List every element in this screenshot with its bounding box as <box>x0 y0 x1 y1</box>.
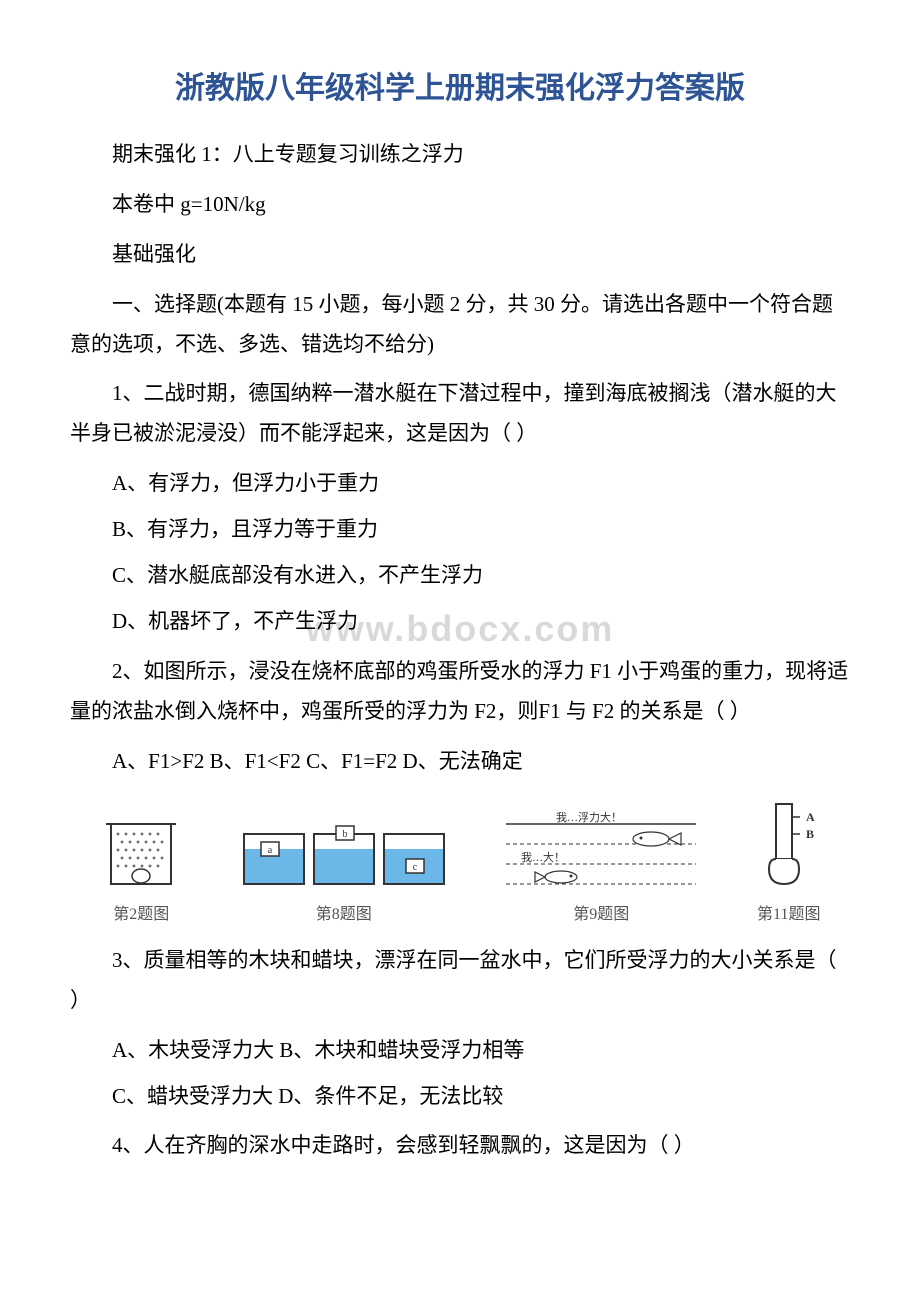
question-1: 1、二战时期，德国纳粹一潜水艇在下潜过程中，撞到海底被搁浅（潜水艇的大半身已被淤… <box>70 374 850 454</box>
question-4: 4、人在齐胸的深水中走路时，会感到轻飘飘的，这是因为（ ） <box>70 1126 850 1166</box>
figure-9: 我…浮力大！ 我…大！ 第9题图 <box>501 809 701 930</box>
q1-option-c: C、潜水艇底部没有水进入，不产生浮力 <box>70 556 850 596</box>
q1-option-b: B、有浮力，且浮力等于重力 <box>70 510 850 550</box>
section-heading: 基础强化 <box>70 235 850 275</box>
svg-text:c: c <box>413 862 418 873</box>
q3-options-ab: A、木块受浮力大 B、木块和蜡块受浮力相等 <box>70 1031 850 1071</box>
svg-text:b: b <box>342 829 347 840</box>
constant-line: 本卷中 g=10N/kg <box>70 185 850 225</box>
figure-9-label: 第9题图 <box>501 900 701 930</box>
section-instructions: 一、选择题(本题有 15 小题，每小题 2 分，共 30 分。请选出各题中一个符… <box>70 285 850 365</box>
figure-11-label: 第11题图 <box>754 900 824 930</box>
figure-2-label: 第2题图 <box>96 900 186 930</box>
q1-option-a: A、有浮力，但浮力小于重力 <box>70 464 850 504</box>
q2-options: A、F1>F2 B、F1<F2 C、F1=F2 D、无法确定 <box>70 742 850 782</box>
figure-8: a b c 第8题图 <box>239 814 449 930</box>
svg-text:a: a <box>268 845 273 856</box>
fish-buoyancy-icon: 我…浮力大！ 我…大！ <box>501 809 701 894</box>
q3-options-cd: C、蜡块受浮力大 D、条件不足，无法比较 <box>70 1077 850 1117</box>
figure-8-label: 第8题图 <box>239 900 449 930</box>
tube-icon: A B <box>754 799 824 894</box>
figure-11: A B 第11题图 <box>754 799 824 930</box>
fish-text-2: 我…大！ <box>521 850 565 864</box>
q1-option-d: D、机器坏了，不产生浮力 <box>70 602 850 642</box>
figure-row: 第2题图 a b c <box>70 799 850 930</box>
question-2: 2、如图所示，浸没在烧杯底部的鸡蛋所受水的浮力 F1 小于鸡蛋的重力，现将适量的… <box>70 652 850 732</box>
figure-2: 第2题图 <box>96 814 186 930</box>
three-beakers-icon: a b c <box>239 814 449 894</box>
question-3: 3、质量相等的木块和蜡块，漂浮在同一盆水中，它们所受浮力的大小关系是（ ） <box>70 941 850 1021</box>
subtitle-line: 期末强化 1：八上专题复习训练之浮力 <box>70 135 850 175</box>
label-b: B <box>806 827 814 841</box>
document-body: 浙教版八年级科学上册期末强化浮力答案版 期末强化 1：八上专题复习训练之浮力 本… <box>70 60 850 1166</box>
label-a: A <box>806 810 815 824</box>
beaker-egg-icon <box>96 814 186 894</box>
fish-text-1: 我…浮力大！ <box>556 810 622 824</box>
document-title: 浙教版八年级科学上册期末强化浮力答案版 <box>70 60 850 117</box>
